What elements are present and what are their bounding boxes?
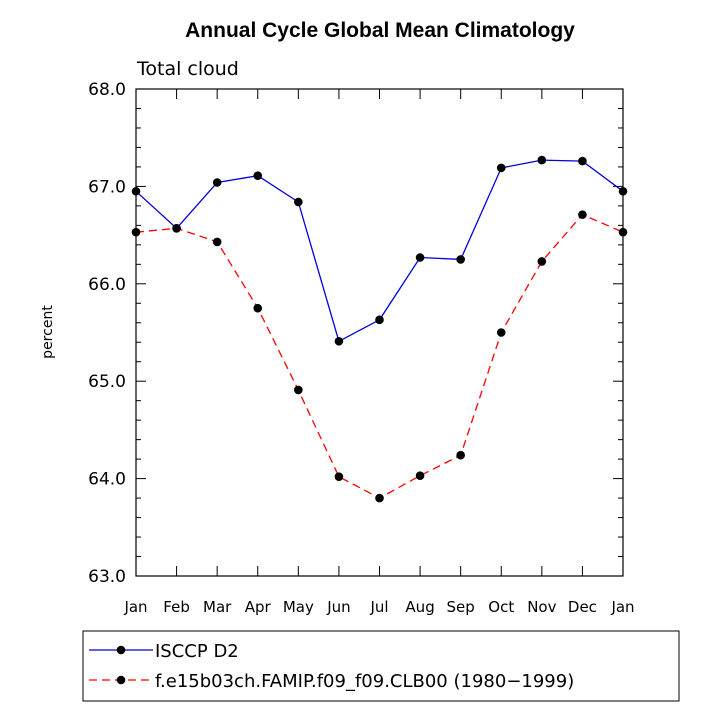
series-1-point	[334, 336, 344, 346]
chart-title: Annual Cycle Global Mean Climatology	[185, 19, 575, 42]
series-1-point	[578, 156, 587, 166]
legend-marker-2	[116, 675, 126, 685]
series-2-point	[334, 472, 344, 481]
series-2-point	[618, 227, 628, 237]
legend-label-2: f.e15b03ch.FAMIP.f09_f09.CLB00 (1980−199…	[155, 671, 574, 692]
series-1-point	[415, 253, 425, 262]
x-tick-label: Feb	[163, 598, 190, 616]
series-2-point	[415, 471, 425, 480]
y-axis-label: percent	[40, 305, 56, 359]
series-1-point	[212, 178, 222, 187]
series-1-point	[294, 197, 303, 207]
series-2-point	[212, 237, 222, 247]
series-2-point	[456, 450, 465, 460]
x-tick-label: Aug	[405, 598, 434, 616]
y-tick-label: 63.0	[88, 567, 126, 587]
series-1-point	[456, 255, 465, 264]
series-1-point	[375, 315, 384, 325]
series-2-point	[172, 223, 181, 233]
x-tick-label: Oct	[488, 598, 514, 616]
series-2-point	[131, 227, 141, 237]
x-tick-label: May	[283, 598, 314, 616]
x-tick-label: Nov	[527, 598, 556, 616]
y-tick-label: 66.0	[88, 275, 126, 295]
y-tick-label: 65.0	[88, 372, 126, 392]
legend-marker-1	[116, 645, 126, 655]
x-tick-label: Mar	[203, 598, 232, 616]
legend: ISCCP D2 f.e15b03ch.FAMIP.f09_f09.CLB00 (…	[82, 630, 680, 702]
series-1-point	[496, 163, 506, 173]
y-tick-label: 67.0	[88, 177, 126, 197]
x-tick-label: Jan	[123, 598, 147, 616]
x-tick-label: Dec	[568, 598, 597, 616]
chart-subtitle: Total cloud	[136, 58, 239, 80]
legend-label-1: ISCCP D2	[155, 641, 239, 662]
series-2-point	[578, 210, 587, 219]
series-1-point	[253, 171, 263, 180]
legend-box	[82, 630, 680, 702]
y-tick-label: 64.0	[88, 470, 126, 490]
x-tick-label: Sep	[447, 598, 475, 616]
series-1-point	[131, 186, 141, 196]
plot-frame	[135, 88, 624, 577]
series-2-point	[375, 493, 384, 503]
series-1-point	[537, 155, 547, 165]
series-2-point	[537, 257, 547, 266]
series-line-1	[135, 159, 624, 343]
series-2-point	[294, 385, 303, 395]
axes: 63.0 64.0 65.0 66.0 67.0 68.0 Jan Feb Mar Apr May J…	[88, 80, 634, 616]
series-2-point	[496, 328, 506, 337]
series-1-point	[618, 186, 628, 196]
series-layer	[131, 155, 628, 503]
x-tick-label: Apr	[245, 598, 272, 616]
x-tick-label: Jun	[326, 598, 350, 616]
x-tick-label: Jan	[610, 598, 634, 616]
series-2-point	[253, 303, 263, 313]
series-line-2	[135, 213, 624, 499]
x-tick-label: Jul	[369, 598, 388, 616]
y-tick-label: 68.0	[88, 80, 126, 100]
